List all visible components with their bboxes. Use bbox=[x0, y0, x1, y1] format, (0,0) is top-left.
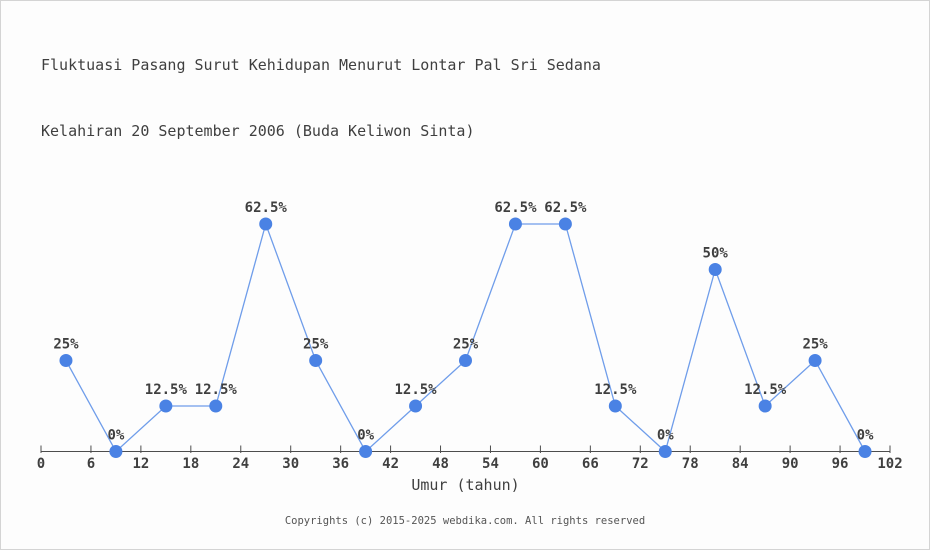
chart-title-line1: Fluktuasi Pasang Surut Kehidupan Menurut… bbox=[41, 56, 601, 74]
data-point bbox=[309, 354, 323, 367]
data-point-label: 62.5% bbox=[544, 200, 587, 216]
data-point bbox=[708, 263, 722, 276]
x-tick-label: 54 bbox=[482, 456, 499, 472]
data-point-label: 50% bbox=[703, 246, 729, 262]
data-point-label: 25% bbox=[53, 337, 79, 353]
data-point bbox=[808, 354, 822, 367]
data-point bbox=[59, 354, 73, 367]
x-tick-label: 0 bbox=[37, 456, 45, 472]
data-point bbox=[459, 354, 472, 367]
x-tick-label: 48 bbox=[432, 456, 449, 472]
data-point-label: 12.5% bbox=[594, 382, 637, 398]
chart-title-line2: Kelahiran 20 September 2006 (Buda Keliwo… bbox=[41, 122, 475, 140]
data-point-label: 12.5% bbox=[195, 382, 238, 398]
data-point-label: 12.5% bbox=[394, 382, 437, 398]
x-tick-label: 18 bbox=[182, 456, 199, 472]
x-tick-label: 12 bbox=[132, 456, 149, 472]
data-point-label: 25% bbox=[802, 337, 828, 353]
data-point bbox=[359, 445, 373, 458]
x-tick-label: 24 bbox=[232, 456, 249, 472]
data-point bbox=[508, 217, 522, 231]
chart-title: Fluktuasi Pasang Surut Kehidupan Menurut… bbox=[41, 10, 601, 186]
x-tick-label: 90 bbox=[782, 456, 799, 472]
x-tick-label: 78 bbox=[682, 456, 699, 472]
data-point bbox=[558, 217, 572, 231]
copyright-footer: Copyrights (c) 2015-2025 webdika.com. Al… bbox=[284, 515, 646, 527]
x-tick-label: 102 bbox=[877, 456, 902, 472]
data-point bbox=[858, 445, 872, 458]
x-tick-label: 60 bbox=[532, 456, 549, 472]
data-point-label: 62.5% bbox=[494, 200, 537, 216]
data-point-label: 12.5% bbox=[145, 382, 188, 398]
data-point bbox=[159, 399, 173, 413]
data-point-label: 0% bbox=[657, 428, 674, 444]
data-point bbox=[409, 399, 423, 413]
data-point-label: 62.5% bbox=[245, 200, 288, 216]
x-axis-title: Umur (tahun) bbox=[411, 476, 519, 494]
x-tick-label: 42 bbox=[382, 456, 399, 472]
data-point-label: 0% bbox=[857, 428, 874, 444]
x-tick-label: 6 bbox=[87, 456, 95, 472]
x-tick-label: 84 bbox=[732, 456, 749, 472]
x-tick-label: 66 bbox=[582, 456, 599, 472]
data-point bbox=[608, 399, 622, 413]
data-point bbox=[209, 399, 223, 413]
data-point-label: 25% bbox=[303, 337, 329, 353]
data-point bbox=[758, 399, 772, 413]
x-tick-label: 36 bbox=[332, 456, 349, 472]
data-point-label: 25% bbox=[453, 337, 479, 353]
data-point-label: 12.5% bbox=[744, 382, 787, 398]
x-tick-label: 72 bbox=[632, 456, 649, 472]
x-tick-label: 96 bbox=[832, 456, 849, 472]
x-tick-label: 30 bbox=[282, 456, 299, 472]
data-point bbox=[658, 445, 672, 458]
data-point bbox=[109, 445, 123, 458]
data-point-label: 0% bbox=[107, 428, 124, 444]
data-point-label: 0% bbox=[357, 428, 374, 444]
data-point bbox=[259, 217, 273, 231]
